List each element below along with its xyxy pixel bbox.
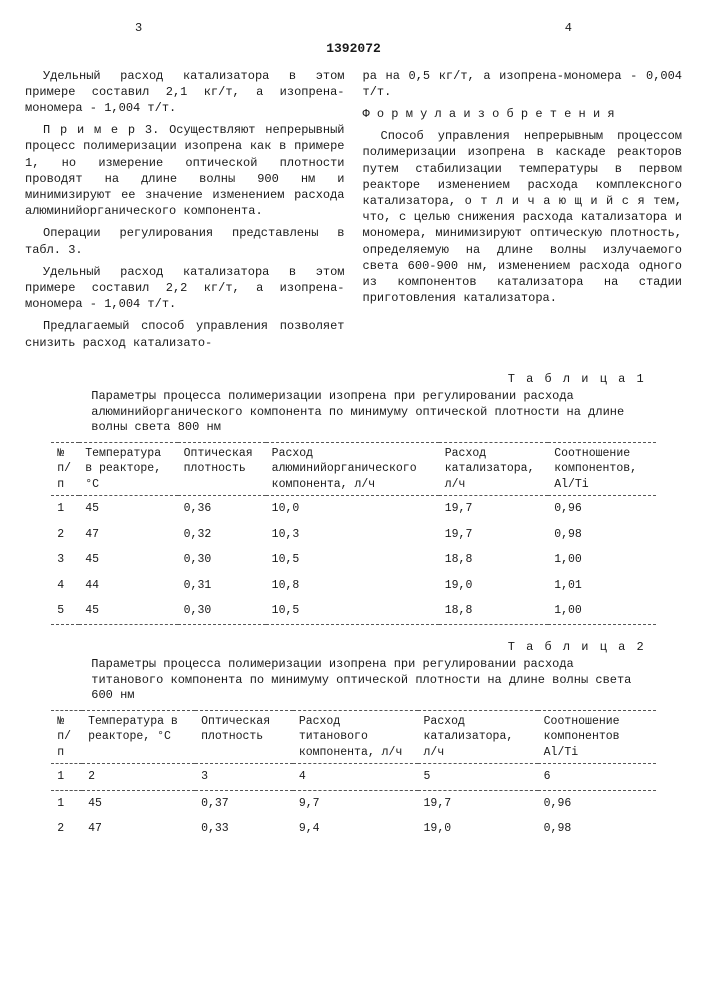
t1-h0: № п/п	[51, 442, 79, 496]
table-cell: 10,5	[266, 547, 439, 573]
table-cell: 2	[51, 816, 82, 842]
table-cell: 0,32	[178, 522, 266, 548]
table-cell: 0,98	[538, 816, 656, 842]
table1-header-row: № п/п Температура в реакторе, °C Оптичес…	[51, 442, 655, 496]
t2-h0: № п/п	[51, 710, 82, 764]
t2-n0: 1	[51, 764, 82, 791]
table-cell: 10,8	[266, 573, 439, 599]
table-cell: 0,30	[178, 598, 266, 624]
table-row: 4440,3110,819,01,01	[51, 573, 655, 599]
table-cell: 45	[79, 598, 177, 624]
t1-h3: Расход алюминийорганического компонента,…	[266, 442, 439, 496]
table-cell: 0,31	[178, 573, 266, 599]
t2-n4: 5	[418, 764, 538, 791]
table-cell: 0,36	[178, 496, 266, 522]
table-1: Т а б л и ц а 1 Параметры процесса полим…	[51, 371, 655, 625]
table-cell: 0,98	[548, 522, 656, 548]
table-cell: 10,5	[266, 598, 439, 624]
table-cell: 1,01	[548, 573, 656, 599]
table-cell: 19,7	[418, 790, 538, 816]
left-p1: Удельный расход катализатора в этом прим…	[25, 68, 345, 117]
table-cell: 19,7	[439, 522, 548, 548]
left-column: Удельный расход катализатора в этом прим…	[25, 68, 345, 357]
left-p5: Предлагаемый способ управления позволяет…	[25, 318, 345, 350]
table-row: 1450,379,719,70,96	[51, 790, 655, 816]
right-column: ра на 0,5 кг/т, а изопрена-мономера - 0,…	[363, 68, 683, 357]
t2-h4: Расход катализатора, л/ч	[418, 710, 538, 764]
left-p3: Операции регулирования представлены в та…	[25, 225, 345, 257]
table-cell: 2	[51, 522, 79, 548]
t2-n5: 6	[538, 764, 656, 791]
left-p2: П р и м е р 3. Осуществляют непрерывный …	[25, 122, 345, 219]
t2-h1: Температура в реакторе, °C	[82, 710, 195, 764]
table-row: 2470,3210,319,70,98	[51, 522, 655, 548]
table1-label: Т а б л и ц а 1	[51, 371, 655, 387]
t2-h5: Соотношение компонентов Al/Ti	[538, 710, 656, 764]
t2-n3: 4	[293, 764, 418, 791]
table-row: 5450,3010,518,81,00	[51, 598, 655, 624]
t1-h5: Соотношение компонентов, Al/Ti	[548, 442, 656, 496]
table-cell: 1	[51, 790, 82, 816]
table-cell: 18,8	[439, 598, 548, 624]
table-cell: 45	[79, 496, 177, 522]
table-2: Т а б л и ц а 2 Параметры процесса полим…	[51, 639, 655, 842]
right-p1: ра на 0,5 кг/т, а изопрена-мономера - 0,…	[363, 68, 683, 100]
document-id: 1392072	[25, 40, 682, 58]
table-cell: 0,96	[548, 496, 656, 522]
table-cell: 18,8	[439, 547, 548, 573]
table-cell: 19,7	[439, 496, 548, 522]
table-row: 2470,339,419,00,98	[51, 816, 655, 842]
table-cell: 1,00	[548, 598, 656, 624]
table2-caption: Параметры процесса полимеризации изопрен…	[91, 657, 645, 704]
table-row: 3450,3010,518,81,00	[51, 547, 655, 573]
table-cell: 0,96	[538, 790, 656, 816]
table-cell: 5	[51, 598, 79, 624]
left-p4: Удельный расход катализатора в этом прим…	[25, 264, 345, 313]
table-cell: 1,00	[548, 547, 656, 573]
table1-caption: Параметры процесса полимеризации изопрен…	[91, 389, 645, 436]
table-cell: 10,3	[266, 522, 439, 548]
t2-n2: 3	[195, 764, 293, 791]
table-row: 1450,3610,019,70,96	[51, 496, 655, 522]
t2-h3: Расход титанового компонента, л/ч	[293, 710, 418, 764]
table2-header-row: № п/п Температура в реакторе, °C Оптичес…	[51, 710, 655, 764]
table-cell: 0,33	[195, 816, 293, 842]
right-p2: Способ управления непрерывным процессом …	[363, 128, 683, 306]
t1-h4: Расход катализатора, л/ч	[439, 442, 548, 496]
t1-h2: Оптическая плотность	[178, 442, 266, 496]
table-cell: 10,0	[266, 496, 439, 522]
table-cell: 0,30	[178, 547, 266, 573]
table-cell: 47	[82, 816, 195, 842]
table-cell: 44	[79, 573, 177, 599]
section-title: Ф о р м у л а и з о б р е т е н и я	[363, 106, 683, 122]
table-cell: 19,0	[439, 573, 548, 599]
table-cell: 45	[82, 790, 195, 816]
table-cell: 9,4	[293, 816, 418, 842]
table2-label: Т а б л и ц а 2	[51, 639, 655, 655]
table2-num-row: 1 2 3 4 5 6	[51, 764, 655, 791]
table-cell: 3	[51, 547, 79, 573]
table-cell: 19,0	[418, 816, 538, 842]
table-cell: 0,37	[195, 790, 293, 816]
t1-h1: Температура в реакторе, °C	[79, 442, 177, 496]
table-cell: 4	[51, 573, 79, 599]
t2-h2: Оптическая плотность	[195, 710, 293, 764]
table-cell: 45	[79, 547, 177, 573]
page-num-right: 4	[565, 20, 572, 36]
t2-n1: 2	[82, 764, 195, 791]
table-cell: 1	[51, 496, 79, 522]
table-cell: 9,7	[293, 790, 418, 816]
page-num-left: 3	[135, 20, 142, 36]
table-cell: 47	[79, 522, 177, 548]
